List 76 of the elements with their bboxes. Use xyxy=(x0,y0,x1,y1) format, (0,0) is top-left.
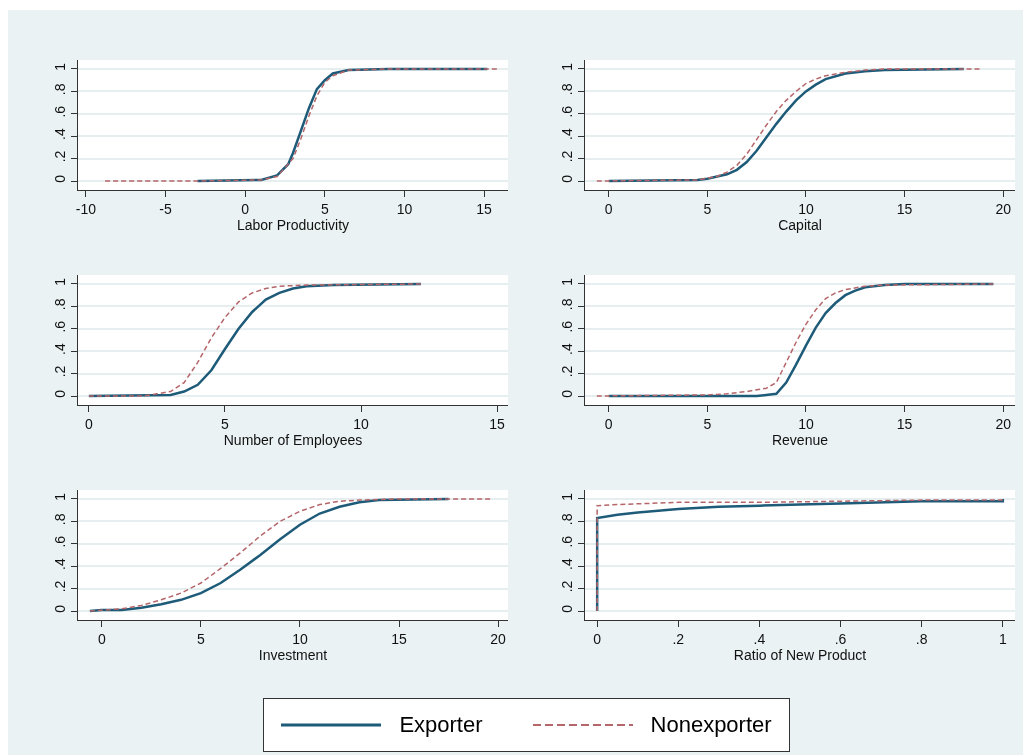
y-tick-label: 0 xyxy=(52,174,69,183)
y-tick-label: .2 xyxy=(559,580,576,593)
x-tick-label: -5 xyxy=(159,200,173,217)
y-tick-label: .4 xyxy=(559,558,576,570)
y-tick-label: .6 xyxy=(52,105,69,118)
x-axis-title: Ratio of New Product xyxy=(733,647,867,664)
y-tick-label: .8 xyxy=(52,298,69,311)
y-tick-label: 0 xyxy=(559,604,576,613)
x-tick-label: 15 xyxy=(896,200,913,217)
x-tick-label: 0 xyxy=(593,630,602,647)
y-tick-label: 0 xyxy=(559,389,576,398)
y-tick-label: 0 xyxy=(559,174,576,183)
x-tick-label: 20 xyxy=(995,415,1012,432)
x-tick-label: 15 xyxy=(476,200,493,217)
y-tick-label: 1 xyxy=(52,492,69,501)
x-tick-label: 5 xyxy=(320,200,329,217)
x-axis-title: Investment xyxy=(258,647,328,664)
x-axis-title: Number of Employees xyxy=(223,432,363,449)
y-tick-label: 0 xyxy=(52,389,69,398)
x-tick-label: 15 xyxy=(896,415,913,432)
y-tick-label: 1 xyxy=(52,277,69,286)
x-tick-label: 10 xyxy=(353,415,370,432)
y-tick-label: .4 xyxy=(52,343,69,355)
y-tick-label: .6 xyxy=(559,535,576,548)
y-tick-label: .6 xyxy=(52,535,69,548)
y-tick-label: 1 xyxy=(559,492,576,501)
x-axis-title: Labor Productivity xyxy=(236,217,350,234)
y-tick-label: .2 xyxy=(52,580,69,593)
x-tick-label: 15 xyxy=(489,415,506,432)
x-tick-label: 10 xyxy=(292,630,308,647)
y-tick-label: 1 xyxy=(52,62,69,71)
x-tick-label: 5 xyxy=(196,630,205,647)
line-series xyxy=(104,68,498,182)
y-tick-label: .4 xyxy=(52,558,69,570)
y-tick-label: .8 xyxy=(52,83,69,96)
y-tick-label: .8 xyxy=(559,298,576,311)
x-tick-label: 10 xyxy=(798,415,814,432)
x-tick-label: -10 xyxy=(75,200,97,217)
legend-label: Nonexporter xyxy=(650,712,772,738)
x-tick-label: 0 xyxy=(97,630,106,647)
x-tick-label: 0 xyxy=(84,415,93,432)
x-tick-label: 5 xyxy=(703,415,712,432)
x-tick-label: .6 xyxy=(834,630,847,647)
y-tick-label: .2 xyxy=(559,365,576,378)
x-tick-label: 20 xyxy=(490,630,507,647)
x-tick-label: 5 xyxy=(703,200,712,217)
y-tick-label: .4 xyxy=(559,343,576,355)
y-tick-label: .2 xyxy=(52,150,69,163)
x-tick-label: 10 xyxy=(798,200,814,217)
y-tick-label: .2 xyxy=(52,365,69,378)
y-tick-label: .8 xyxy=(559,83,576,96)
y-tick-label: 1 xyxy=(559,62,576,71)
y-tick-label: 0 xyxy=(52,604,69,613)
x-tick-label: .8 xyxy=(915,630,928,647)
x-tick-label: 5 xyxy=(221,415,230,432)
x-tick-label: 0 xyxy=(604,415,613,432)
x-tick-label: 0 xyxy=(604,200,613,217)
y-tick-label: .6 xyxy=(559,105,576,118)
x-tick-label: 10 xyxy=(396,200,413,217)
y-tick-label: .8 xyxy=(559,513,576,526)
y-tick-label: .6 xyxy=(559,320,576,333)
legend-label: Exporter xyxy=(399,712,483,738)
x-tick-label: .4 xyxy=(753,630,766,647)
x-axis-title: Capital xyxy=(778,217,822,234)
y-tick-label: 1 xyxy=(559,277,576,286)
x-axis-title: Revenue xyxy=(771,432,829,449)
x-tick-label: 20 xyxy=(995,200,1012,217)
y-tick-label: .8 xyxy=(52,513,69,526)
x-tick-label: 1 xyxy=(998,630,1007,647)
x-tick-label: 0 xyxy=(241,200,250,217)
y-tick-label: .4 xyxy=(52,128,69,140)
y-tick-label: .4 xyxy=(559,128,576,140)
y-tick-label: .6 xyxy=(52,320,69,333)
y-tick-label: .2 xyxy=(559,150,576,163)
x-tick-label: .2 xyxy=(672,630,685,647)
x-tick-label: 15 xyxy=(391,630,408,647)
